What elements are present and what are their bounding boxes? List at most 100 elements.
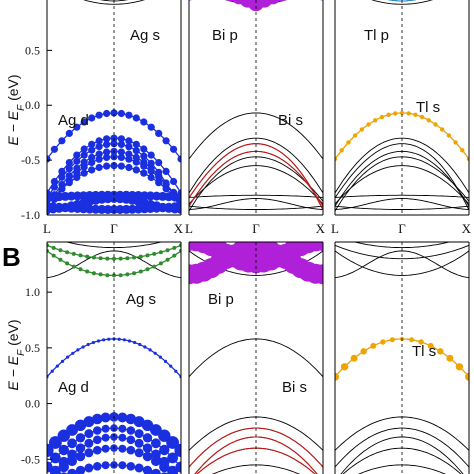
ag-s-upper-band-dot bbox=[71, 251, 76, 256]
ag-s-upper-band-dot bbox=[138, 254, 143, 259]
ag-d-band-dot bbox=[147, 151, 155, 159]
ag-d-band-dot bbox=[101, 433, 110, 442]
tl-s-band-dot bbox=[406, 111, 411, 116]
ag-d-band-dot bbox=[125, 155, 133, 163]
ag-d-band-dot bbox=[126, 445, 136, 455]
ag-s-upper-band-dot bbox=[152, 251, 157, 256]
tl-s-band-dot bbox=[335, 372, 339, 381]
ag-d-band-dot bbox=[75, 433, 86, 443]
ag-s-band-dot bbox=[66, 355, 70, 359]
tl-s-band-dot bbox=[433, 122, 438, 127]
bi-p-band-dot bbox=[265, 0, 280, 5]
ag-d-band-dot bbox=[67, 468, 77, 474]
ag-d-band-dot bbox=[65, 159, 73, 167]
ag-d-band-dot bbox=[151, 456, 161, 467]
tl-s-band-dot bbox=[413, 112, 418, 118]
ag-d-band-dot bbox=[50, 177, 59, 186]
tl-s-band-dot bbox=[386, 112, 391, 118]
kpoint-label: L bbox=[185, 221, 193, 236]
ag-d-band-dot bbox=[170, 177, 178, 186]
ag-s-band-dot bbox=[133, 340, 137, 345]
ag-s-upper-band-dot bbox=[118, 256, 123, 261]
bi-p-band-dot bbox=[320, 0, 323, 1]
ag-s-upper-band-dot bbox=[98, 256, 103, 261]
ag-d-band-dot bbox=[151, 438, 161, 449]
ag-d-band-dot bbox=[159, 461, 170, 473]
ag-s-band-dot bbox=[158, 355, 162, 359]
ag-s-upper-band-dot bbox=[145, 267, 150, 272]
ag-d-band-dot bbox=[125, 150, 133, 158]
ag-d-band-dot bbox=[80, 151, 88, 159]
band-line bbox=[189, 165, 323, 205]
band-line bbox=[189, 194, 323, 198]
ag-s-band-dot bbox=[127, 339, 132, 343]
ag-d-band-dot bbox=[132, 140, 140, 148]
ag-s-band-dot bbox=[71, 351, 75, 355]
ag-s-band-dot bbox=[91, 340, 95, 345]
ag-d-band-dot bbox=[75, 443, 86, 453]
ag-s-upper-band-dot bbox=[98, 272, 103, 277]
ag-d-band-dot bbox=[177, 155, 181, 163]
ag-s-upper-band-dot bbox=[165, 248, 170, 253]
y-axis-label: E − EF (eV) bbox=[5, 319, 27, 390]
kpoint-label: Γ bbox=[110, 221, 118, 236]
tl-s-band-dot bbox=[335, 156, 338, 162]
ag-d-band-dot bbox=[88, 158, 96, 167]
ag-d-band-dot bbox=[103, 109, 111, 118]
ag-d-band-dot bbox=[147, 173, 155, 182]
ag-d-band-dot bbox=[101, 444, 110, 453]
ag-s-band-dot bbox=[102, 338, 106, 342]
ag-s-band-dot bbox=[153, 351, 157, 355]
ag-d-band-dot bbox=[110, 162, 118, 170]
ag-d-band-dot bbox=[140, 162, 148, 170]
y-tick-label: 0.5 bbox=[25, 341, 40, 355]
tl-s-band-dot bbox=[466, 156, 469, 162]
ag-d-band-dot bbox=[95, 143, 103, 151]
ag-d-band-dot bbox=[162, 185, 170, 193]
ag-d-band-dot bbox=[83, 416, 95, 428]
tl-s-band-dot bbox=[437, 348, 444, 355]
ag-d-band-dot bbox=[101, 424, 110, 433]
kpoint-label: Γ bbox=[398, 221, 406, 236]
ag-d-band-dot bbox=[80, 169, 88, 177]
ag-d-band-dot bbox=[125, 413, 137, 425]
ag-d-band-dot bbox=[167, 468, 178, 474]
ag-d-band-dot bbox=[88, 146, 96, 154]
ag-d-band-dot bbox=[142, 451, 153, 462]
ag-s-upper-band-dot bbox=[138, 269, 143, 274]
tl-s-band-dot bbox=[380, 339, 386, 345]
y-tick-label: 1.0 bbox=[25, 0, 40, 2]
ag-d-band-dot bbox=[95, 111, 103, 119]
tl-s-band-dot bbox=[460, 148, 465, 153]
ag-d-band-dot bbox=[134, 438, 144, 448]
ag-d-band-dot bbox=[134, 429, 144, 439]
ag-d-band-dot bbox=[50, 468, 61, 474]
ag-d-band-dot bbox=[95, 163, 103, 172]
tl-s-band-dot bbox=[440, 127, 445, 132]
ag-d-band-dot bbox=[88, 166, 96, 174]
ag-d-band-dot bbox=[142, 465, 153, 474]
tl-s-band-dot bbox=[359, 127, 364, 132]
ag-d-band-dot bbox=[134, 448, 144, 458]
band-line bbox=[189, 205, 323, 210]
ag-s-upper-band-dot bbox=[85, 254, 90, 259]
ag-s-upper-band-dot bbox=[91, 255, 96, 260]
y-tick-label: 0.0 bbox=[25, 397, 40, 411]
tl-s-band-dot bbox=[409, 337, 415, 343]
tl-s-band-dot bbox=[370, 342, 377, 349]
tl-s-band-dot bbox=[360, 348, 367, 355]
ag-d-band-dot bbox=[147, 123, 155, 131]
ag-d-band-dot bbox=[142, 433, 153, 443]
ag-s-upper-band-dot bbox=[132, 255, 137, 260]
ag-d-band-dot bbox=[93, 426, 102, 435]
ag-s-upper-band-dot bbox=[125, 256, 130, 261]
ag-d-band-dot bbox=[126, 462, 136, 471]
ag-d-band-dot bbox=[142, 443, 153, 453]
ag-d-band-dot bbox=[95, 150, 103, 158]
tl-s-band-dot bbox=[418, 339, 424, 345]
ag-d-band-dot bbox=[80, 145, 88, 153]
ag-d-band-dot bbox=[67, 438, 77, 449]
ag-d-band-dot bbox=[118, 444, 127, 453]
ag-d-band-dot bbox=[117, 140, 125, 148]
ag-d-band-dot bbox=[103, 153, 111, 161]
